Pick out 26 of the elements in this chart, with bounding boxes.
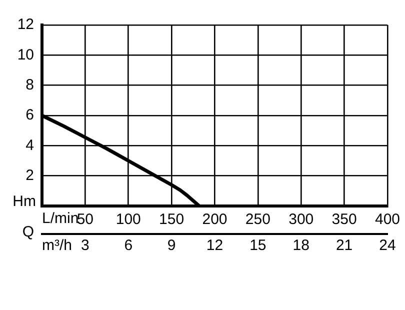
x-tick-label: 100 — [116, 211, 141, 228]
y-tick-label: 10 — [17, 46, 34, 64]
x-tick-label: 150 — [159, 211, 184, 228]
x-axis-title: L/min — [42, 210, 79, 228]
y-tick-label: 8 — [26, 76, 34, 94]
x-tick-label: 250 — [245, 211, 270, 228]
x2-tick-label: 15 — [250, 237, 266, 254]
x-tick-label: 400 — [374, 211, 400, 228]
y-tick-label: 12 — [17, 16, 34, 34]
x-tick-label: 50 — [76, 211, 94, 228]
x2-tick-label: 21 — [336, 237, 353, 254]
y-tick-label: 6 — [26, 106, 34, 124]
y-tick-label: 4 — [26, 136, 34, 154]
text: Q — [22, 224, 34, 241]
x2-tick-label: 24 — [379, 237, 396, 254]
x-tick-label: 300 — [288, 211, 314, 228]
x2-tick-label: 3 — [81, 237, 90, 254]
x2-tick-label: 12 — [206, 237, 224, 254]
y-axis-title: Hm — [12, 193, 36, 210]
x2-tick-label: 18 — [292, 237, 310, 254]
x-tick-label: 350 — [332, 211, 357, 228]
y-tick-label: 2 — [26, 166, 34, 184]
x2-tick-label: 9 — [167, 237, 176, 254]
x2-tick-label: 6 — [124, 237, 133, 254]
x2-axis-title: m³/h — [42, 237, 72, 254]
x-tick-label: 200 — [202, 211, 228, 228]
